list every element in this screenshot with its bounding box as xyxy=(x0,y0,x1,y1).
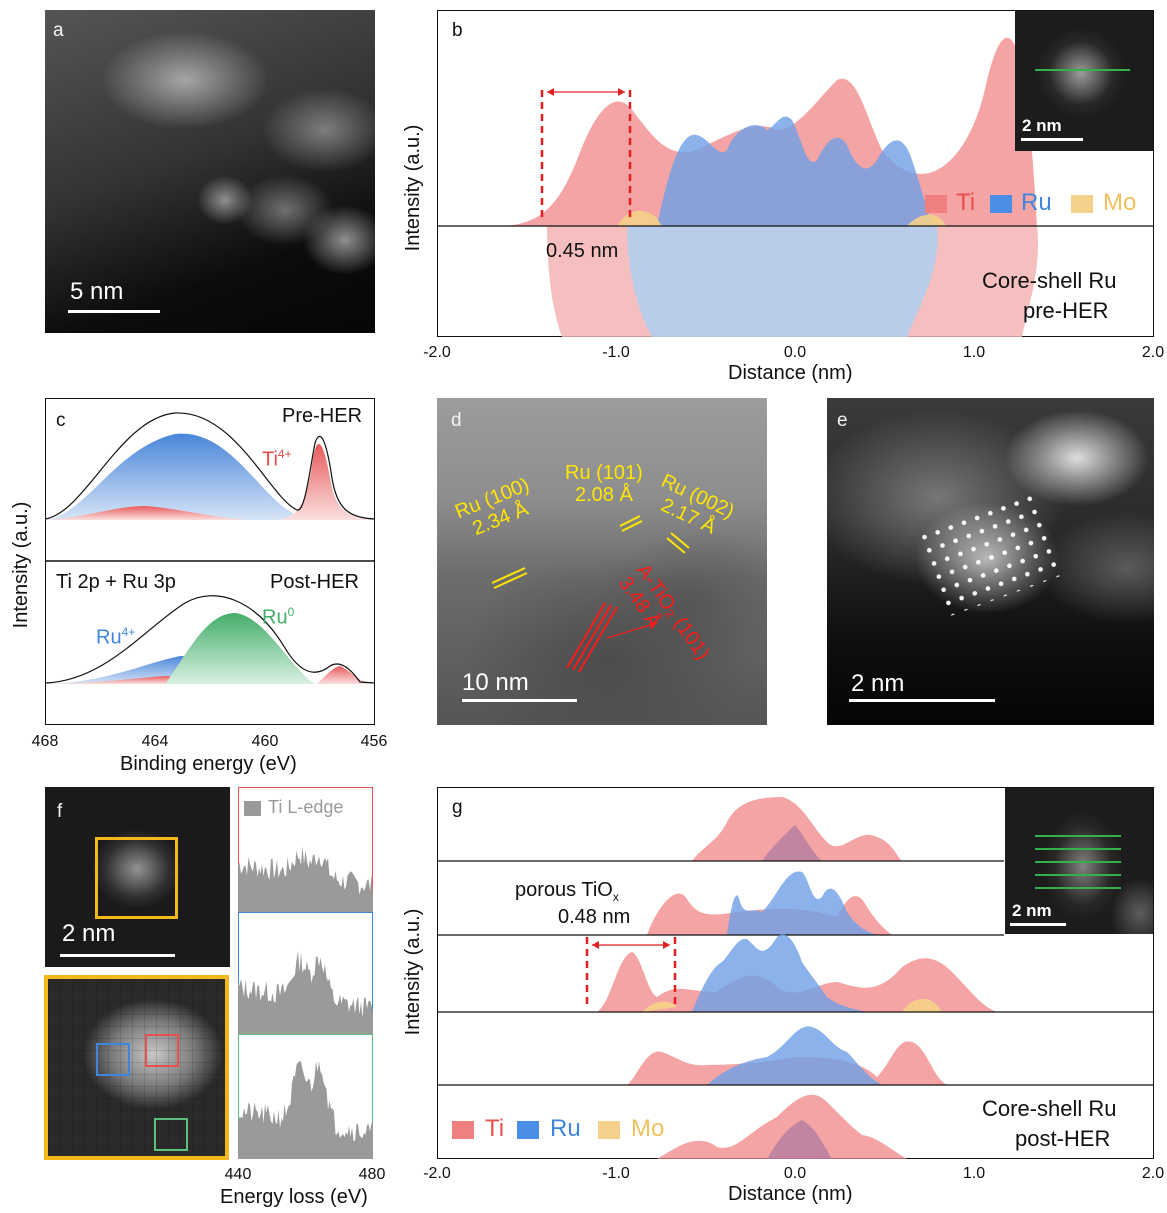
panel-b-tag: b xyxy=(452,20,463,41)
panel-b-xtick: 2.0 xyxy=(1141,344,1165,361)
panel-f-blue-roi[interactable] xyxy=(96,1043,130,1076)
panel-g-legend-mo: Mo xyxy=(631,1115,665,1142)
panel-g-ylabel: Intensity (a.u.) xyxy=(402,908,424,1036)
panel-f-scale-label: 2 nm xyxy=(62,920,116,947)
panel-d-ru101-label: Ru (101) 2.08 Å xyxy=(565,462,643,506)
panel-d-scale-label: 10 nm xyxy=(462,669,529,696)
panel-g-label-line2: post-HER xyxy=(1015,1126,1111,1151)
panel-b-profiles xyxy=(437,37,1154,337)
panel-g-tag: g xyxy=(452,797,463,818)
panel-a-scale-bar xyxy=(68,310,160,313)
panel-b-legend-mo-swatch xyxy=(1071,195,1093,213)
panel-g-xtick: -1.0 xyxy=(602,1165,630,1182)
panel-c-xtick: 464 xyxy=(141,733,169,750)
panel-b-label-line1: Core-shell Ru xyxy=(982,268,1117,293)
panel-c-xlabel: Binding energy (eV) xyxy=(120,753,297,775)
panel-b-legend-mo: Mo xyxy=(1103,189,1137,216)
panel-f-eels-map xyxy=(44,975,229,1160)
panel-a-scale-label: 5 nm xyxy=(70,278,124,305)
panel-b-label-line2: pre-HER xyxy=(1023,298,1109,323)
panel-c-bottom-left-label: Ti 2p + Ru 3p xyxy=(56,571,176,593)
panel-g-profiles xyxy=(437,797,1154,1159)
panel-b-xtick: 0.0 xyxy=(783,344,807,361)
panel-f-adf-image: f 2 nm xyxy=(45,787,230,967)
panel-f-scale-bar xyxy=(60,954,175,957)
panel-g-xtick: -2.0 xyxy=(423,1165,451,1182)
panel-f-legend-label: Ti L-edge xyxy=(268,797,344,817)
panel-f-spectra-plot xyxy=(238,846,373,1159)
panel-g-inset-scale-label: 2 nm xyxy=(1012,901,1052,920)
panel-c-tag: c xyxy=(56,410,66,431)
panel-g-inset-line-4 xyxy=(1035,874,1121,876)
panel-g-porous-line1: porous TiOx xyxy=(515,879,619,904)
panel-d-scale-bar xyxy=(462,699,577,702)
panel-f-tag: f xyxy=(57,801,63,822)
panel-g-legend-ru-swatch xyxy=(517,1121,539,1139)
panel-f-xlabel: Energy loss (eV) xyxy=(220,1186,368,1208)
panel-g-inset-line-3 xyxy=(1035,861,1121,863)
panel-g-legend-mo-swatch xyxy=(598,1121,620,1139)
panel-b-xtick: 1.0 xyxy=(962,344,986,361)
panel-d-fringe-markers xyxy=(491,515,690,673)
panel-g-legend-ti: Ti xyxy=(485,1115,505,1142)
panel-b-distance-annotation: 0.45 nm xyxy=(546,240,619,262)
panel-g-inset-line-5 xyxy=(1035,887,1121,889)
panel-b-legend-ti: Ti xyxy=(956,189,976,216)
panel-c-xtick: 468 xyxy=(31,733,59,750)
panel-g-inset-scale-bar xyxy=(1010,923,1066,926)
panel-c-ru0-label: Ru0 xyxy=(262,605,295,629)
panel-g-legend-ru: Ru xyxy=(550,1115,581,1142)
panel-c-spectra xyxy=(44,412,376,684)
panel-c-bottom-label: Post-HER xyxy=(270,571,359,593)
panel-g-inset-line-2 xyxy=(1035,848,1121,850)
panel-b-legend-ru: Ru xyxy=(1021,189,1052,216)
panel-g-inset-line-1 xyxy=(1035,835,1121,837)
panel-g-inset: 2 nm xyxy=(1005,788,1153,934)
panel-b-legend-ti-swatch xyxy=(925,195,947,213)
panel-b-ylabel: Intensity (a.u.) xyxy=(402,124,424,252)
panel-a-micrograph: a 5 nm xyxy=(45,10,375,333)
panel-e-tag: e xyxy=(837,410,848,431)
panel-f-green-roi[interactable] xyxy=(154,1118,188,1151)
panel-b-inset-scale-bar xyxy=(1021,138,1083,141)
panel-e-scale-bar xyxy=(849,699,995,702)
panel-b-xlabel: Distance (nm) xyxy=(728,362,853,384)
panel-f-legend-swatch xyxy=(244,801,261,816)
panel-f-xtick: 440 xyxy=(224,1166,252,1183)
panel-f-roi-box[interactable] xyxy=(95,837,178,919)
panel-f-red-roi[interactable] xyxy=(145,1034,179,1067)
panel-c-ru4-label: Ru4+ xyxy=(96,625,136,649)
panel-c-ylabel: Intensity (a.u.) xyxy=(10,501,32,629)
panel-g-xtick: 2.0 xyxy=(1141,1165,1165,1182)
panel-g-porous-line2: 0.48 nm xyxy=(558,906,631,928)
panel-d-tag: d xyxy=(451,410,462,431)
panel-g-label-line1: Core-shell Ru xyxy=(982,1096,1117,1121)
panel-f-pixel-grid xyxy=(48,979,225,1156)
panel-c-xtick: 460 xyxy=(251,733,279,750)
panel-g-xtick: 1.0 xyxy=(962,1165,986,1182)
panel-b-inset-profile-line xyxy=(1035,69,1130,71)
panel-b-xtick: -1.0 xyxy=(602,344,630,361)
panel-g-xlabel: Distance (nm) xyxy=(728,1183,853,1205)
panel-b-inset: 2 nm xyxy=(1015,11,1153,151)
panel-g-xtick: 0.0 xyxy=(783,1165,807,1182)
panel-c-ti4-label: Ti4+ xyxy=(262,447,292,471)
panel-c-xtick: 456 xyxy=(360,733,388,750)
panel-e-lattice xyxy=(915,488,1069,618)
panel-e-micrograph: e 2 nm xyxy=(827,398,1154,725)
panel-b-legend-ru-swatch xyxy=(990,195,1012,213)
panel-g-legend-ti-swatch xyxy=(452,1121,474,1139)
panel-f-xtick: 480 xyxy=(358,1166,386,1183)
panel-b-xtick: -2.0 xyxy=(423,344,451,361)
panel-a-tag: a xyxy=(53,20,64,41)
panel-b-inset-scale-label: 2 nm xyxy=(1022,116,1062,135)
panel-c-top-label: Pre-HER xyxy=(282,405,363,427)
panel-d-micrograph: d 10 nm xyxy=(437,398,767,725)
panel-e-scale-label: 2 nm xyxy=(851,670,905,697)
